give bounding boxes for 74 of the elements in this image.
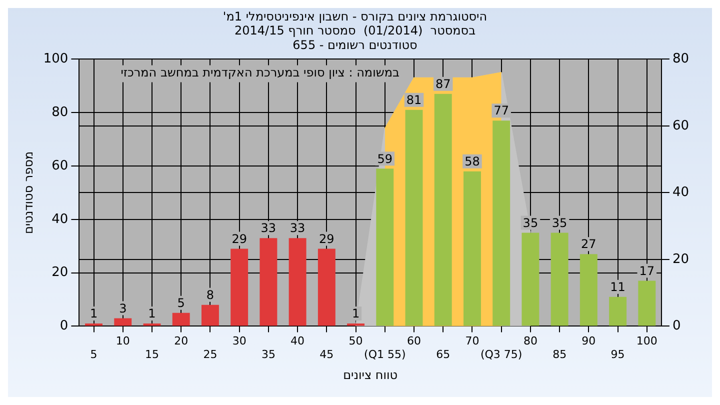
data-label: 5	[177, 296, 185, 310]
y-tick-label: 20	[52, 265, 68, 280]
y-tick-label: 100	[43, 52, 68, 67]
data-label: 3	[119, 301, 127, 316]
x-axis-title: טווח ציונים	[343, 368, 398, 382]
data-label: 8	[206, 288, 214, 302]
bar	[405, 110, 423, 326]
bar	[580, 254, 598, 326]
bar	[230, 248, 248, 326]
data-label: 87	[435, 77, 451, 92]
data-label: 1	[90, 306, 98, 321]
data-label: 33	[260, 221, 276, 236]
y2-tick-label: 40	[672, 185, 690, 200]
text: סטודנטים רשומים - 655	[292, 38, 418, 52]
y-axis-title: מספר סטודנטים	[21, 151, 36, 234]
x-tick-label: (Q3 75)	[480, 348, 522, 361]
y2-tick-label: 20	[672, 252, 690, 267]
y-tick-label: 40	[52, 212, 68, 227]
bar	[434, 94, 452, 326]
x-tick-label: (Q1 55)	[364, 348, 406, 361]
data-label: 58	[464, 154, 480, 168]
x-tick-label: 65	[436, 348, 450, 361]
data-label: 27	[581, 237, 596, 252]
chart-title: 'היסטוגרמת ציונים בקורס - חשבון אינפיניטסימלי 1מ	[222, 9, 488, 24]
x-tick-label: 45	[320, 348, 334, 361]
data-label: 33	[290, 221, 306, 236]
x-tick-label: 25	[203, 348, 218, 361]
x-tick-label: 10	[116, 334, 130, 348]
x-tick-label: 60	[407, 334, 422, 348]
bar	[492, 120, 510, 326]
x-tick-label: 100	[636, 334, 658, 348]
data-label: 1	[148, 306, 156, 321]
data-label: 35	[522, 216, 538, 230]
x-tick-label: 50	[348, 334, 363, 348]
y2-tick-label: 60	[672, 118, 690, 134]
bar	[522, 232, 540, 326]
data-label: 35	[552, 216, 568, 230]
annotation: במשומה : ציון סופי במערכת האקדמית במחשב המרכזי	[120, 65, 400, 80]
data-label: 17	[639, 264, 655, 278]
y-tick-label: 80	[52, 104, 68, 120]
bar	[376, 168, 394, 326]
x-tick-label: 5	[90, 348, 98, 361]
bar	[550, 232, 568, 326]
x-tick-label: 95	[610, 348, 625, 361]
x-tick-label: 15	[144, 348, 159, 361]
text: בסמסטר (01/2014) סמסטר חורף 2014/15	[234, 24, 476, 38]
data-label: 29	[232, 232, 247, 246]
bar	[172, 312, 190, 326]
data-label: 59	[377, 152, 393, 166]
bar	[463, 171, 481, 326]
data-label: 77	[494, 104, 509, 118]
x-tick-label: 80	[523, 334, 538, 348]
x-tick-label: 20	[174, 334, 188, 348]
x-tick-label: 85	[552, 348, 567, 361]
x-tick-label: 40	[290, 334, 305, 348]
y2-tick-label: 80	[672, 52, 690, 67]
x-tick-label: 35	[261, 348, 276, 361]
data-label: 81	[406, 93, 422, 108]
bar	[638, 280, 656, 326]
bar	[201, 304, 219, 326]
x-tick-label: 30	[232, 334, 246, 348]
data-label: 11	[610, 280, 626, 294]
bar	[260, 238, 278, 326]
data-label: 29	[319, 232, 334, 246]
x-tick-label: 90	[582, 334, 596, 348]
data-label: 1	[352, 306, 360, 321]
bar	[288, 238, 306, 326]
y-tick-label: 60	[52, 158, 68, 174]
y2-tick-label: 0	[672, 318, 681, 334]
x-tick-label: 70	[465, 334, 480, 348]
bar	[318, 248, 336, 326]
y-tick-label: 0	[60, 318, 68, 334]
bar	[609, 296, 627, 326]
bar	[114, 318, 132, 326]
